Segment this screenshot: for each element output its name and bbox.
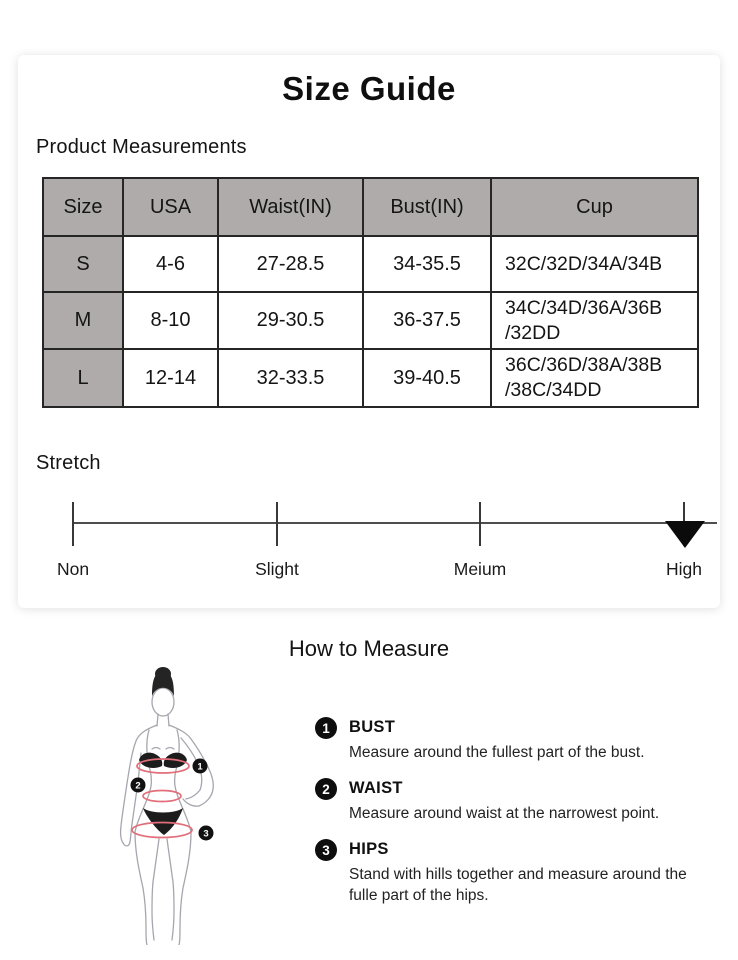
table-header-row: Size USA Waist(IN) Bust(IN) Cup (42, 177, 699, 237)
cell-bust: 36-37.5 (362, 291, 492, 350)
body-figure-illustration: 1 2 3 (95, 660, 235, 946)
stretch-tick-non (72, 502, 74, 546)
step-label: HIPS (349, 840, 389, 858)
step-description: Measure around waist at the narrowest po… (349, 805, 660, 822)
bust-ring (136, 758, 190, 774)
col-header-size: Size (42, 177, 124, 237)
figure-badge-bust (192, 758, 208, 774)
cell-cup: 32C/32D/34A/34B (490, 235, 699, 293)
step-description: Measure around the fullest part of the b… (349, 744, 645, 761)
stretch-label-high: High (666, 559, 702, 579)
measure-step-hips: 3 HIPS Stand with hills together and mea… (315, 839, 715, 906)
cell-size: S (42, 235, 124, 293)
step-description: Stand with hills together and measure ar… (349, 866, 687, 904)
page-title: Size Guide (282, 70, 456, 107)
size-table: Size USA Waist(IN) Bust(IN) Cup S 4-6 27… (42, 177, 699, 408)
stretch-label-slight: Slight (255, 559, 299, 579)
cell-waist: 29-30.5 (217, 291, 364, 350)
cell-bust: 34-35.5 (362, 235, 492, 293)
waist-ring (142, 789, 182, 803)
stretch-label-non: Non (56, 559, 90, 579)
cell-cup: 34C/34D/36A/36B /32DD (490, 291, 699, 350)
measurement-rings (131, 758, 193, 839)
cell-usa: 12-14 (122, 348, 219, 408)
figure-hair (152, 667, 174, 696)
col-header-waist: Waist(IN) (217, 177, 364, 237)
figure-badge-waist (130, 777, 146, 793)
col-header-usa: USA (122, 177, 219, 237)
cell-bust: 39-40.5 (362, 348, 492, 408)
step-label: WAIST (349, 779, 403, 797)
table-row: S 4-6 27-28.5 34-35.5 32C/32D/34A/34B (42, 235, 699, 293)
table-row: M 8-10 29-30.5 36-37.5 34C/34D/36A/36B /… (42, 291, 699, 350)
body-figure-svg: 1 2 3 (119, 667, 214, 946)
figure-badge-bust-number: 1 (197, 762, 203, 773)
step-label: BUST (349, 718, 396, 736)
cell-waist: 27-28.5 (217, 235, 364, 293)
stretch-heading: Stretch (36, 452, 101, 474)
cell-waist: 32-33.5 (217, 348, 364, 408)
figure-badge-hips-number: 3 (203, 829, 208, 840)
cell-usa: 4-6 (122, 235, 219, 293)
step-number-badge: 2 (315, 778, 337, 800)
step-number-badge: 3 (315, 839, 337, 861)
cell-cup: 36C/36D/38A/38B /38C/34DD (490, 348, 699, 408)
stretch-level-arrow-icon (665, 521, 705, 548)
how-to-measure-heading: How to Measure (288, 636, 450, 661)
measure-step-bust: 1 BUST Measure around the fullest part o… (315, 717, 715, 763)
product-measurements-heading: Product Measurements (36, 136, 247, 158)
stretch-tick-slight (276, 502, 278, 546)
col-header-bust: Bust(IN) (362, 177, 492, 237)
hip-ring (131, 821, 193, 839)
cell-size: M (42, 291, 124, 350)
cell-usa: 8-10 (122, 291, 219, 350)
table-row: L 12-14 32-33.5 39-40.5 36C/36D/38A/38B … (42, 348, 699, 408)
figure-badge-waist-number: 2 (135, 781, 140, 792)
figure-badge-hips (198, 825, 214, 841)
measure-step-waist: 2 WAIST Measure around waist at the narr… (315, 778, 715, 824)
step-number-badge: 1 (315, 717, 337, 739)
stretch-scale-line (73, 522, 717, 524)
cell-size: L (42, 348, 124, 408)
stretch-tick-meium (479, 502, 481, 546)
col-header-cup: Cup (490, 177, 699, 237)
figure-badges: 1 2 3 (130, 758, 214, 841)
stretch-label-meium: Meium (453, 559, 507, 579)
figure-bikini-bottom (143, 808, 183, 835)
